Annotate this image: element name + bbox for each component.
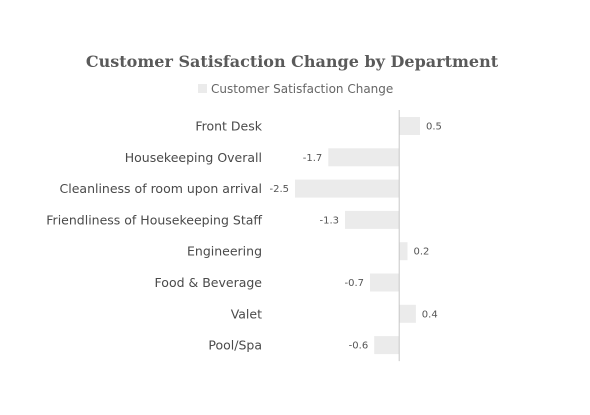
data-labels: 0.5 -1.7 -2.5 -1.3 0.2 -0.7 0.4 -0.6 (269, 122, 441, 352)
bars (295, 117, 420, 355)
data-label: 0.4 (422, 309, 438, 320)
legend-label: Customer Satisfaction Change (211, 82, 393, 96)
data-label: -1.3 (319, 215, 339, 226)
bar (399, 304, 416, 323)
category-label: Cleanliness of room upon arrival (60, 181, 262, 196)
data-label: -1.7 (303, 153, 323, 164)
category-label: Front Desk (195, 119, 262, 134)
bar (345, 210, 400, 229)
category-label: Food & Beverage (155, 275, 263, 290)
legend-swatch (198, 84, 207, 93)
bar (328, 148, 400, 167)
bar (370, 273, 400, 292)
data-label: -0.7 (344, 278, 364, 289)
category-label: Valet (231, 306, 262, 321)
legend: Customer Satisfaction Change (198, 82, 393, 96)
category-label: Friendliness of Housekeeping Staff (46, 212, 262, 227)
category-label: Pool/Spa (208, 338, 262, 353)
bar (399, 242, 408, 261)
category-label: Housekeeping Overall (125, 150, 262, 165)
data-label: 0.5 (426, 122, 442, 133)
category-label: Engineering (187, 244, 262, 259)
data-label: -0.6 (349, 341, 369, 352)
category-labels: Front Desk Housekeeping Overall Cleanlines… (46, 119, 262, 353)
chart-title: Customer Satisfaction Change by Departme… (86, 52, 499, 71)
data-label: 0.2 (414, 247, 430, 258)
bar (295, 179, 400, 198)
data-label: -2.5 (269, 184, 289, 195)
bar (374, 336, 400, 355)
bar (399, 117, 420, 135)
